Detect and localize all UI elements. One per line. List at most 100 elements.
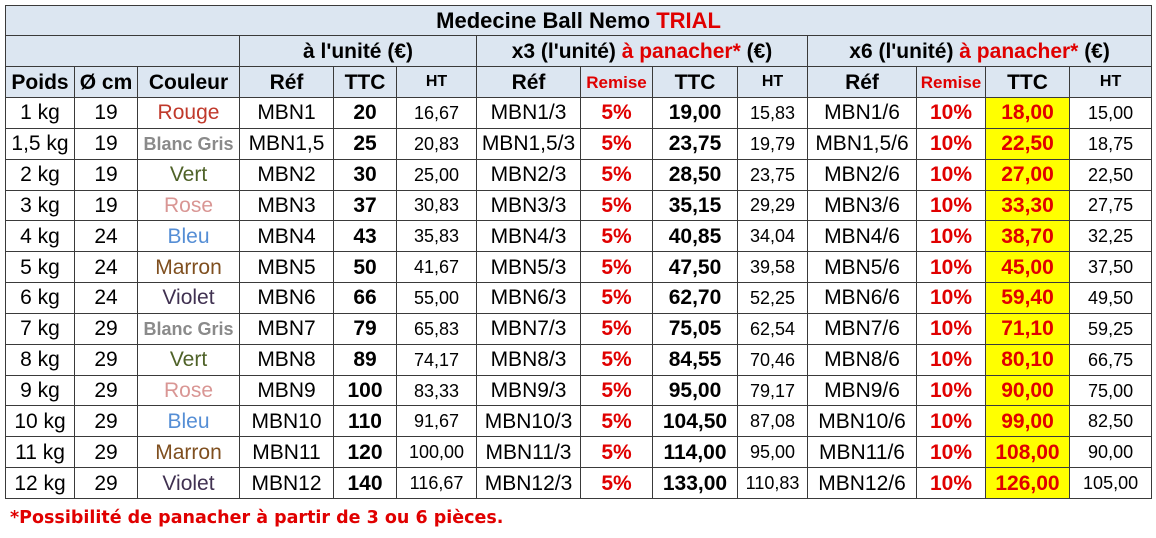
cell-remise-x3: 5%	[580, 97, 653, 129]
cell-ht-unit: 83,33	[396, 374, 477, 407]
cell-ref-unit: MBN7	[239, 312, 334, 345]
cell-couleur: Vert	[137, 158, 240, 191]
cell-ref-x6: MBN3/6	[807, 189, 917, 222]
cell-ttc-x3: 133,00	[652, 467, 738, 499]
cell-remise-x6: 10%	[916, 158, 986, 191]
table-row: 4 kg 24 Bleu MBN4 43 35,83 MBN4/3 5% 40,85 34,04 M…	[5, 220, 1153, 253]
cell-ht-x6: 82,50	[1068, 405, 1153, 438]
col-header-remise-x3: Remise	[580, 66, 653, 98]
group-x6-accent: à panacher*	[959, 39, 1079, 63]
cell-ttc-unit: 30	[333, 158, 397, 191]
cell-ttc-unit: 66	[333, 282, 397, 314]
table-title: Medecine Ball Nemo TRIAL	[4, 5, 1153, 36]
table-row: 11 kg 29 Marron MBN11 120 100,00 MBN11/3 5% 114,…	[5, 436, 1153, 469]
cell-poids: 11 kg	[5, 436, 75, 469]
col-header-couleur: Couleur	[137, 66, 240, 98]
cell-ht-x3: 15,83	[737, 97, 808, 129]
cell-couleur: Marron	[137, 251, 240, 284]
table-row: 10 kg 29 Bleu MBN10 110 91,67 MBN10/3 5% 104,50 8…	[5, 405, 1153, 438]
cell-ref-x6: MBN1,5/6	[807, 127, 917, 160]
cell-ref-x3: MBN2/3	[476, 158, 581, 191]
cell-remise-x6: 10%	[916, 405, 986, 438]
cell-ht-x3: 79,17	[737, 374, 808, 407]
cell-ref-x3: MBN12/3	[476, 467, 581, 499]
cell-ttc-x3: 40,85	[652, 220, 738, 253]
cell-ht-unit: 20,83	[396, 127, 477, 160]
cell-ttc-x6: 45,00	[985, 251, 1070, 284]
cell-ref-unit: MBN1	[239, 97, 334, 129]
cell-ht-unit: 65,83	[396, 312, 477, 345]
cell-ht-unit: 35,83	[396, 220, 477, 253]
cell-ht-x6: 27,75	[1068, 189, 1153, 222]
col-header-ht-x3: HT	[737, 66, 808, 98]
cell-ttc-unit: 100	[333, 374, 397, 407]
cell-ref-x6: MBN8/6	[807, 343, 917, 376]
cell-diam: 24	[74, 282, 138, 314]
cell-ttc-x6: 80,10	[985, 343, 1070, 376]
cell-poids: 2 kg	[5, 158, 75, 191]
cell-ref-unit: MBN6	[239, 282, 334, 314]
col-header-diam: Ø cm	[74, 66, 138, 98]
cell-remise-x6: 10%	[916, 189, 986, 222]
cell-remise-x3: 5%	[580, 127, 653, 160]
cell-ttc-unit: 89	[333, 343, 397, 376]
cell-ttc-x6: 108,00	[985, 436, 1070, 469]
cell-ttc-x3: 114,00	[652, 436, 738, 469]
cell-poids: 3 kg	[5, 189, 75, 222]
cell-ref-unit: MBN8	[239, 343, 334, 376]
cell-ttc-unit: 37	[333, 189, 397, 222]
cell-ref-x6: MBN1/6	[807, 97, 917, 129]
cell-ref-x3: MBN1/3	[476, 97, 581, 129]
cell-remise-x3: 5%	[580, 220, 653, 253]
cell-ht-x6: 66,75	[1068, 343, 1153, 376]
table-row: 9 kg 29 Rose MBN9 100 83,33 MBN9/3 5% 95,00 79,17…	[5, 374, 1153, 407]
header-spacer	[5, 35, 240, 67]
cell-ref-x3: MBN10/3	[476, 405, 581, 438]
cell-remise-x6: 10%	[916, 251, 986, 284]
cell-ht-unit: 74,17	[396, 343, 477, 376]
cell-poids: 1,5 kg	[5, 127, 75, 160]
col-header-ref-x6: Réf	[807, 66, 917, 98]
cell-remise-x3: 5%	[580, 436, 653, 469]
cell-couleur: Rose	[137, 374, 240, 407]
cell-ttc-x3: 62,70	[652, 282, 738, 314]
cell-ref-x3: MBN7/3	[476, 312, 581, 345]
cell-ht-x6: 49,50	[1068, 282, 1153, 314]
cell-ht-x6: 59,25	[1068, 312, 1153, 345]
cell-ht-x3: 87,08	[737, 405, 808, 438]
cell-remise-x3: 5%	[580, 467, 653, 499]
col-header-ttc-x3: TTC	[652, 66, 738, 98]
cell-remise-x6: 10%	[916, 127, 986, 160]
cell-ttc-x3: 28,50	[652, 158, 738, 191]
cell-poids: 10 kg	[5, 405, 75, 438]
group-x3-suffix: (€)	[740, 39, 773, 63]
cell-ttc-unit: 110	[333, 405, 397, 438]
cell-ht-unit: 91,67	[396, 405, 477, 438]
cell-ht-unit: 25,00	[396, 158, 477, 191]
cell-couleur: Blanc Gris	[137, 127, 240, 160]
table-row: 3 kg 19 Rose MBN3 37 30,83 MBN3/3 5% 35,15 29,29 M…	[5, 189, 1153, 222]
cell-ht-x6: 18,75	[1068, 127, 1153, 160]
cell-remise-x3: 5%	[580, 158, 653, 191]
table-row: 12 kg 29 Violet MBN12 140 116,67 MBN12/3 5% 133,…	[5, 467, 1153, 499]
price-table-body: Medecine Ball Nemo TRIAL à l'unité (€) x…	[4, 5, 1153, 499]
cell-ttc-x3: 35,15	[652, 189, 738, 222]
cell-ht-unit: 100,00	[396, 436, 477, 469]
cell-ttc-unit: 140	[333, 467, 397, 499]
cell-couleur: Bleu	[137, 220, 240, 253]
cell-diam: 19	[74, 158, 138, 191]
cell-ht-x6: 37,50	[1068, 251, 1153, 284]
group-header-x3: x3 (l'unité) à panacher* (€)	[476, 35, 808, 67]
cell-ref-x3: MBN3/3	[476, 189, 581, 222]
cell-ht-x3: 34,04	[737, 220, 808, 253]
cell-ht-unit: 16,67	[396, 97, 477, 129]
cell-ht-x3: 39,58	[737, 251, 808, 284]
cell-ref-x6: MBN7/6	[807, 312, 917, 345]
cell-poids: 8 kg	[5, 343, 75, 376]
cell-ttc-x3: 104,50	[652, 405, 738, 438]
cell-ref-x3: MBN11/3	[476, 436, 581, 469]
cell-ref-unit: MBN1,5	[239, 127, 334, 160]
cell-ref-unit: MBN4	[239, 220, 334, 253]
cell-ref-x3: MBN5/3	[476, 251, 581, 284]
cell-poids: 4 kg	[5, 220, 75, 253]
